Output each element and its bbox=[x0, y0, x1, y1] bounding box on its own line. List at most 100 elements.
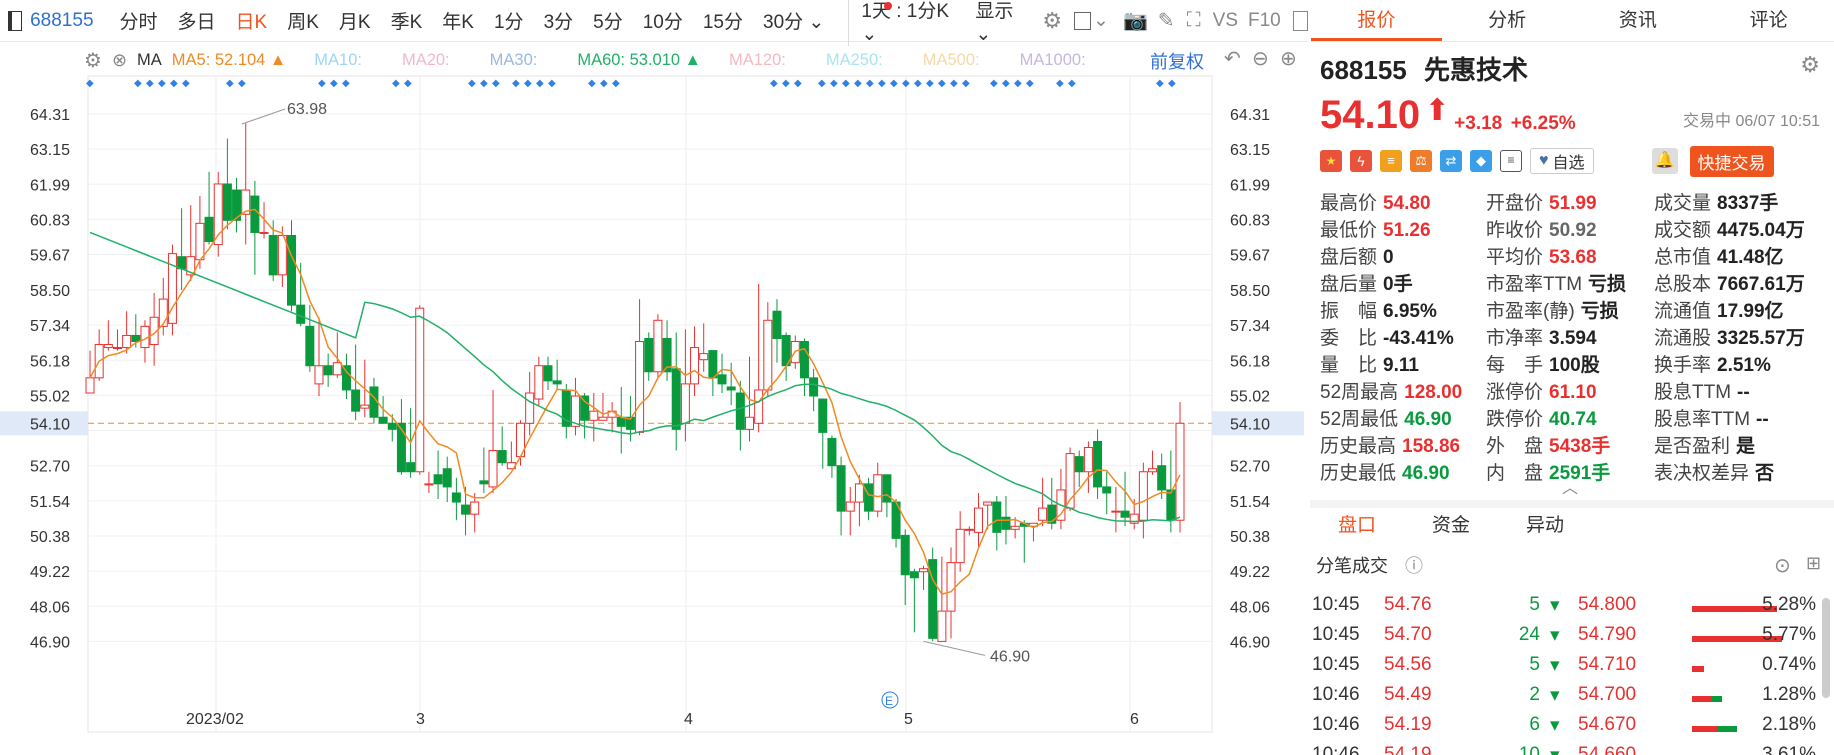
watchlist-button[interactable]: ♥ 自选 bbox=[1530, 148, 1594, 174]
note-icon[interactable]: ≡ bbox=[1500, 150, 1522, 172]
tab-0[interactable]: 分时 bbox=[119, 12, 158, 33]
volume-bar bbox=[1692, 726, 1737, 732]
collapse-chevron-icon[interactable]: ︿ bbox=[1562, 480, 1579, 497]
stock-code[interactable]: 688155 bbox=[30, 9, 94, 31]
swap-icon[interactable]: ⇄ bbox=[1440, 150, 1462, 172]
panel-icon[interactable] bbox=[1292, 10, 1308, 31]
y-tick-right: 55.02 bbox=[1230, 388, 1270, 405]
fullscreen-icon[interactable]: ⛶ bbox=[1186, 9, 1201, 31]
y-tick-right: 61.99 bbox=[1230, 177, 1270, 194]
gear-icon[interactable]: ⚙ bbox=[1800, 52, 1820, 77]
candle-body bbox=[1175, 422, 1185, 521]
ma-item-5[interactable]: MA120: bbox=[728, 50, 786, 69]
event-marker: ◆ bbox=[318, 78, 326, 89]
candle-body bbox=[955, 528, 965, 564]
stat-9-1: 外 盘 5438手 bbox=[1486, 431, 1610, 458]
tab-8[interactable]: 3分 bbox=[543, 12, 574, 33]
tab-4[interactable]: 月K bbox=[338, 12, 371, 33]
right-tab-1[interactable]: 分析 bbox=[1488, 10, 1527, 31]
settings-icon[interactable]: ⚙ bbox=[1042, 7, 1063, 33]
candlestick-chart[interactable]: 64.31 64.31 63.15 63.15 61.99 61.99 60.83 60.83… bbox=[0, 74, 1308, 755]
event-marker: ◆ bbox=[404, 78, 412, 89]
tab-7[interactable]: 1分 bbox=[493, 12, 524, 33]
quick-trade-button[interactable]: 快捷交易 bbox=[1689, 145, 1774, 177]
camera-icon[interactable]: 📷 bbox=[1122, 10, 1148, 32]
event-marker: ◆ bbox=[600, 78, 608, 89]
expand-icon[interactable]: ⊞ bbox=[1806, 553, 1822, 573]
candle-body bbox=[103, 344, 113, 349]
ma-item-4[interactable]: MA60: 53.010 ▲ bbox=[577, 50, 701, 69]
tab-6[interactable]: 年K bbox=[442, 12, 474, 33]
zoom-out-icon[interactable]: ⊖ bbox=[1252, 48, 1269, 70]
arrow-up-icon: ⬆ bbox=[1424, 94, 1450, 127]
f10-button[interactable]: F10 bbox=[1248, 9, 1281, 31]
undo-icon[interactable]: ↶ bbox=[1224, 48, 1241, 70]
candle-body bbox=[1093, 440, 1103, 488]
tab-3[interactable]: 周K bbox=[287, 12, 319, 33]
candle-body bbox=[690, 347, 700, 385]
ma-item-7[interactable]: MA500: bbox=[922, 50, 980, 69]
candle-body bbox=[708, 350, 718, 379]
vs-button[interactable]: VS bbox=[1212, 9, 1238, 31]
bell-icon[interactable]: 🔔 bbox=[1651, 148, 1678, 174]
y-tick-left: 63.15 bbox=[30, 142, 70, 159]
flag-icon[interactable]: ★ bbox=[1320, 150, 1342, 172]
stat-2-2: 总市值 41.48亿 bbox=[1654, 242, 1784, 269]
candle-body bbox=[1157, 465, 1167, 491]
tab-1[interactable]: 多日 bbox=[177, 12, 216, 33]
layout-icon[interactable] bbox=[1074, 11, 1092, 30]
candle-body bbox=[488, 450, 498, 488]
tab-10[interactable]: 10分 bbox=[642, 12, 683, 33]
tab-12[interactable]: 30分 ⌄ bbox=[763, 12, 825, 33]
candle-body bbox=[1138, 471, 1148, 521]
ma-label[interactable]: MA bbox=[137, 50, 162, 69]
candle-body bbox=[396, 422, 406, 473]
ma-item-1[interactable]: MA10: bbox=[314, 50, 362, 69]
tab-5[interactable]: 季K bbox=[390, 12, 423, 33]
right-tab-0[interactable]: 报价 bbox=[1311, 0, 1442, 41]
ma-item-8[interactable]: MA1000: bbox=[1019, 50, 1086, 69]
stat-6-2: 换手率 2.51% bbox=[1654, 350, 1771, 377]
ma-item-3[interactable]: MA30: bbox=[489, 50, 538, 69]
event-marker: ◆ bbox=[134, 78, 142, 89]
ma-item-6[interactable]: MA250: bbox=[825, 50, 883, 69]
sub-tab-2[interactable]: 异动 bbox=[1526, 515, 1565, 536]
sidebar-toggle-icon[interactable] bbox=[8, 10, 23, 31]
scrollbar[interactable] bbox=[1822, 598, 1830, 698]
chevron-down-icon[interactable]: ⌄ bbox=[1093, 10, 1109, 31]
y-tick-left: 48.06 bbox=[30, 599, 70, 616]
book-price: 54.710 bbox=[1578, 654, 1637, 675]
sub-tab-0[interactable]: 盘口 bbox=[1338, 515, 1377, 536]
tab-11[interactable]: 15分 bbox=[702, 12, 743, 33]
coins-icon[interactable]: ≡ bbox=[1380, 150, 1402, 172]
more-icon[interactable]: ⊙ bbox=[1774, 555, 1791, 577]
display-menu[interactable]: 显示 ⌄ bbox=[975, 0, 1014, 45]
tag-icon[interactable]: ◆ bbox=[1470, 150, 1492, 172]
candle-body bbox=[1111, 510, 1121, 513]
right-tab-3[interactable]: 评论 bbox=[1749, 10, 1788, 31]
y-tick-right: 51.54 bbox=[1230, 494, 1270, 511]
stat-label: 是否盈利 bbox=[1654, 436, 1731, 457]
right-tab-2[interactable]: 资讯 bbox=[1618, 10, 1657, 31]
candle-body bbox=[543, 365, 553, 382]
stat-value: 0手 bbox=[1383, 274, 1413, 295]
stat-value: 128.00 bbox=[1404, 382, 1463, 403]
tab-2[interactable]: 日K bbox=[235, 12, 268, 33]
zoom-in-icon[interactable]: ⊕ bbox=[1280, 48, 1297, 70]
event-marker: ◆ bbox=[480, 78, 488, 89]
period-select[interactable]: 1天 : 1分K ⌄ bbox=[848, 0, 951, 46]
lightning-icon[interactable]: ϟ bbox=[1350, 150, 1372, 172]
ma-item-2[interactable]: MA20: bbox=[401, 50, 450, 69]
sub-tab-1[interactable]: 资金 bbox=[1432, 515, 1471, 536]
info-icon[interactable]: ⓘ bbox=[1405, 556, 1424, 576]
candle-body bbox=[479, 480, 489, 485]
pencil-icon[interactable]: ✎ bbox=[1157, 10, 1175, 32]
balance-icon[interactable]: ⚖ bbox=[1410, 150, 1432, 172]
ma-item-0[interactable]: MA5: 52.104 ▲ bbox=[171, 50, 287, 69]
ma-close-icon[interactable]: ⊗ bbox=[111, 49, 128, 70]
stat-3-2: 总股本 7667.61万 bbox=[1654, 269, 1805, 296]
ma-settings-icon[interactable]: ⚙ bbox=[84, 49, 102, 72]
adjust-button[interactable]: 前复权 bbox=[1150, 52, 1204, 72]
candle-body bbox=[864, 483, 874, 512]
tab-9[interactable]: 5分 bbox=[593, 12, 623, 33]
